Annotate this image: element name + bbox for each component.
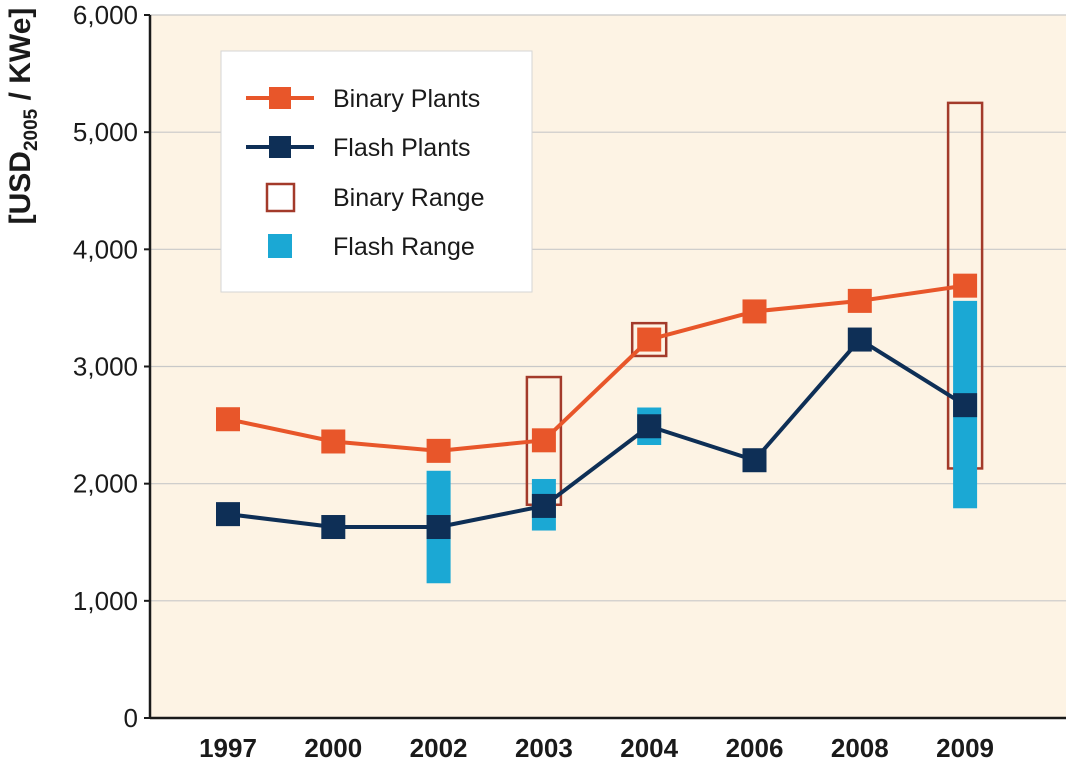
y-tick-label: 6,000 [73,0,138,30]
x-tick-label: 2006 [726,733,784,763]
y-tick-label: 0 [124,703,138,733]
legend: Binary Plants Flash Plants Binary Range … [220,50,533,293]
y-tick-label: 3,000 [73,352,138,382]
legend-binary-plants-label: Binary Plants [333,85,480,113]
y-axis-label-suffix: / KWe] [4,8,37,109]
legend-binary-range-marker [265,182,296,213]
y-tick-label: 2,000 [73,469,138,499]
flash-plants-point [216,502,240,527]
x-axis-labels: 1997 2000 2002 2003 2004 2006 2008 2009 [199,733,994,763]
legend-binary-plants-marker [269,87,291,109]
x-tick-label: 2002 [410,733,468,763]
binary-plants-point [321,429,346,454]
y-tick-label: 5,000 [73,117,138,147]
x-tick-label: 2003 [515,733,573,763]
y-tick-label: 4,000 [73,234,138,264]
binary-plants-point [637,327,662,352]
x-tick-label: 1997 [199,733,257,763]
binary-plants-point [847,288,872,313]
y-tick-label: 1,000 [73,586,138,616]
legend-flash-plants-label: Flash Plants [333,134,471,162]
binary-plants-point [953,273,978,298]
x-tick-label: 2008 [831,733,889,763]
flash-plants-point [426,515,451,540]
x-tick-label: 2004 [620,733,678,763]
flash-plants-point [953,393,978,418]
legend-flash-range-marker [268,234,292,258]
binary-plants-point [426,438,451,463]
binary-plants-point [216,407,240,432]
flash-plants-line [227,337,967,530]
binary-range-box [630,321,668,358]
y-axis-label-prefix: [USD [4,151,37,224]
x-tick-label: 2000 [304,733,362,763]
flash-plants-point [531,493,556,518]
binary-plants-point [742,299,767,324]
flash-plants-point [637,414,662,439]
flash-plants-point [847,327,872,352]
legend-flash-range-label: Flash Range [333,233,475,261]
binary-plants-line [227,283,966,453]
flash-plants-point [742,448,767,473]
series-group [216,273,978,540]
legend-binary-range-label: Binary Range [333,184,484,212]
y-axis-label-subscript: 2005 [21,108,42,151]
flash-plants-point [321,515,346,540]
legend-flash-plants-marker [269,136,291,158]
binary-plants-point [531,428,556,453]
y-axis-label: [USD2005 / KWe] [4,8,42,225]
x-tick-label: 2009 [936,733,994,763]
y-axis-ticks: 0 1,000 2,000 3,000 4,000 5,000 6,000 [73,0,150,733]
